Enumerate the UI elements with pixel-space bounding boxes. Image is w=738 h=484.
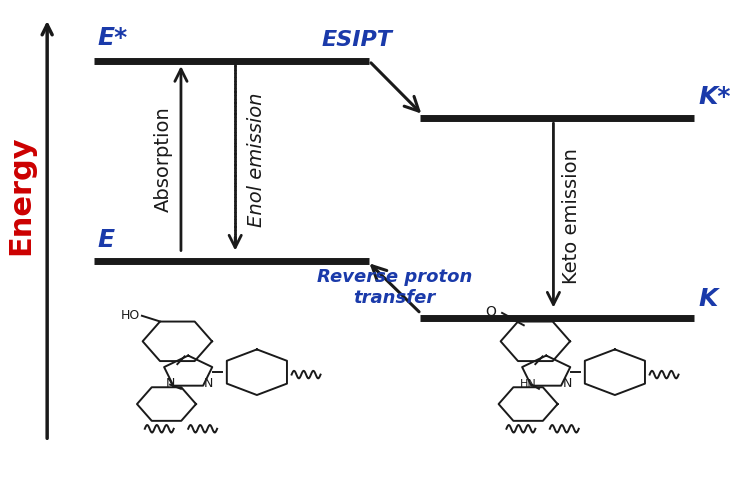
Text: K*: K* xyxy=(698,85,731,109)
Text: O: O xyxy=(486,304,496,318)
Text: N: N xyxy=(204,377,213,389)
Text: Reverse proton
transfer: Reverse proton transfer xyxy=(317,267,472,306)
Text: E: E xyxy=(97,227,115,252)
Text: N: N xyxy=(165,377,175,389)
Text: Absorption: Absorption xyxy=(154,106,173,212)
Text: Keto emission: Keto emission xyxy=(562,148,581,284)
Text: N: N xyxy=(563,377,573,389)
Text: Enol emission: Enol emission xyxy=(247,92,266,226)
Text: ESIPT: ESIPT xyxy=(322,30,393,50)
Text: HO: HO xyxy=(120,308,139,321)
Text: E*: E* xyxy=(97,26,128,50)
Text: K: K xyxy=(698,287,717,311)
Text: HN: HN xyxy=(520,378,537,388)
Text: Energy: Energy xyxy=(6,135,35,254)
